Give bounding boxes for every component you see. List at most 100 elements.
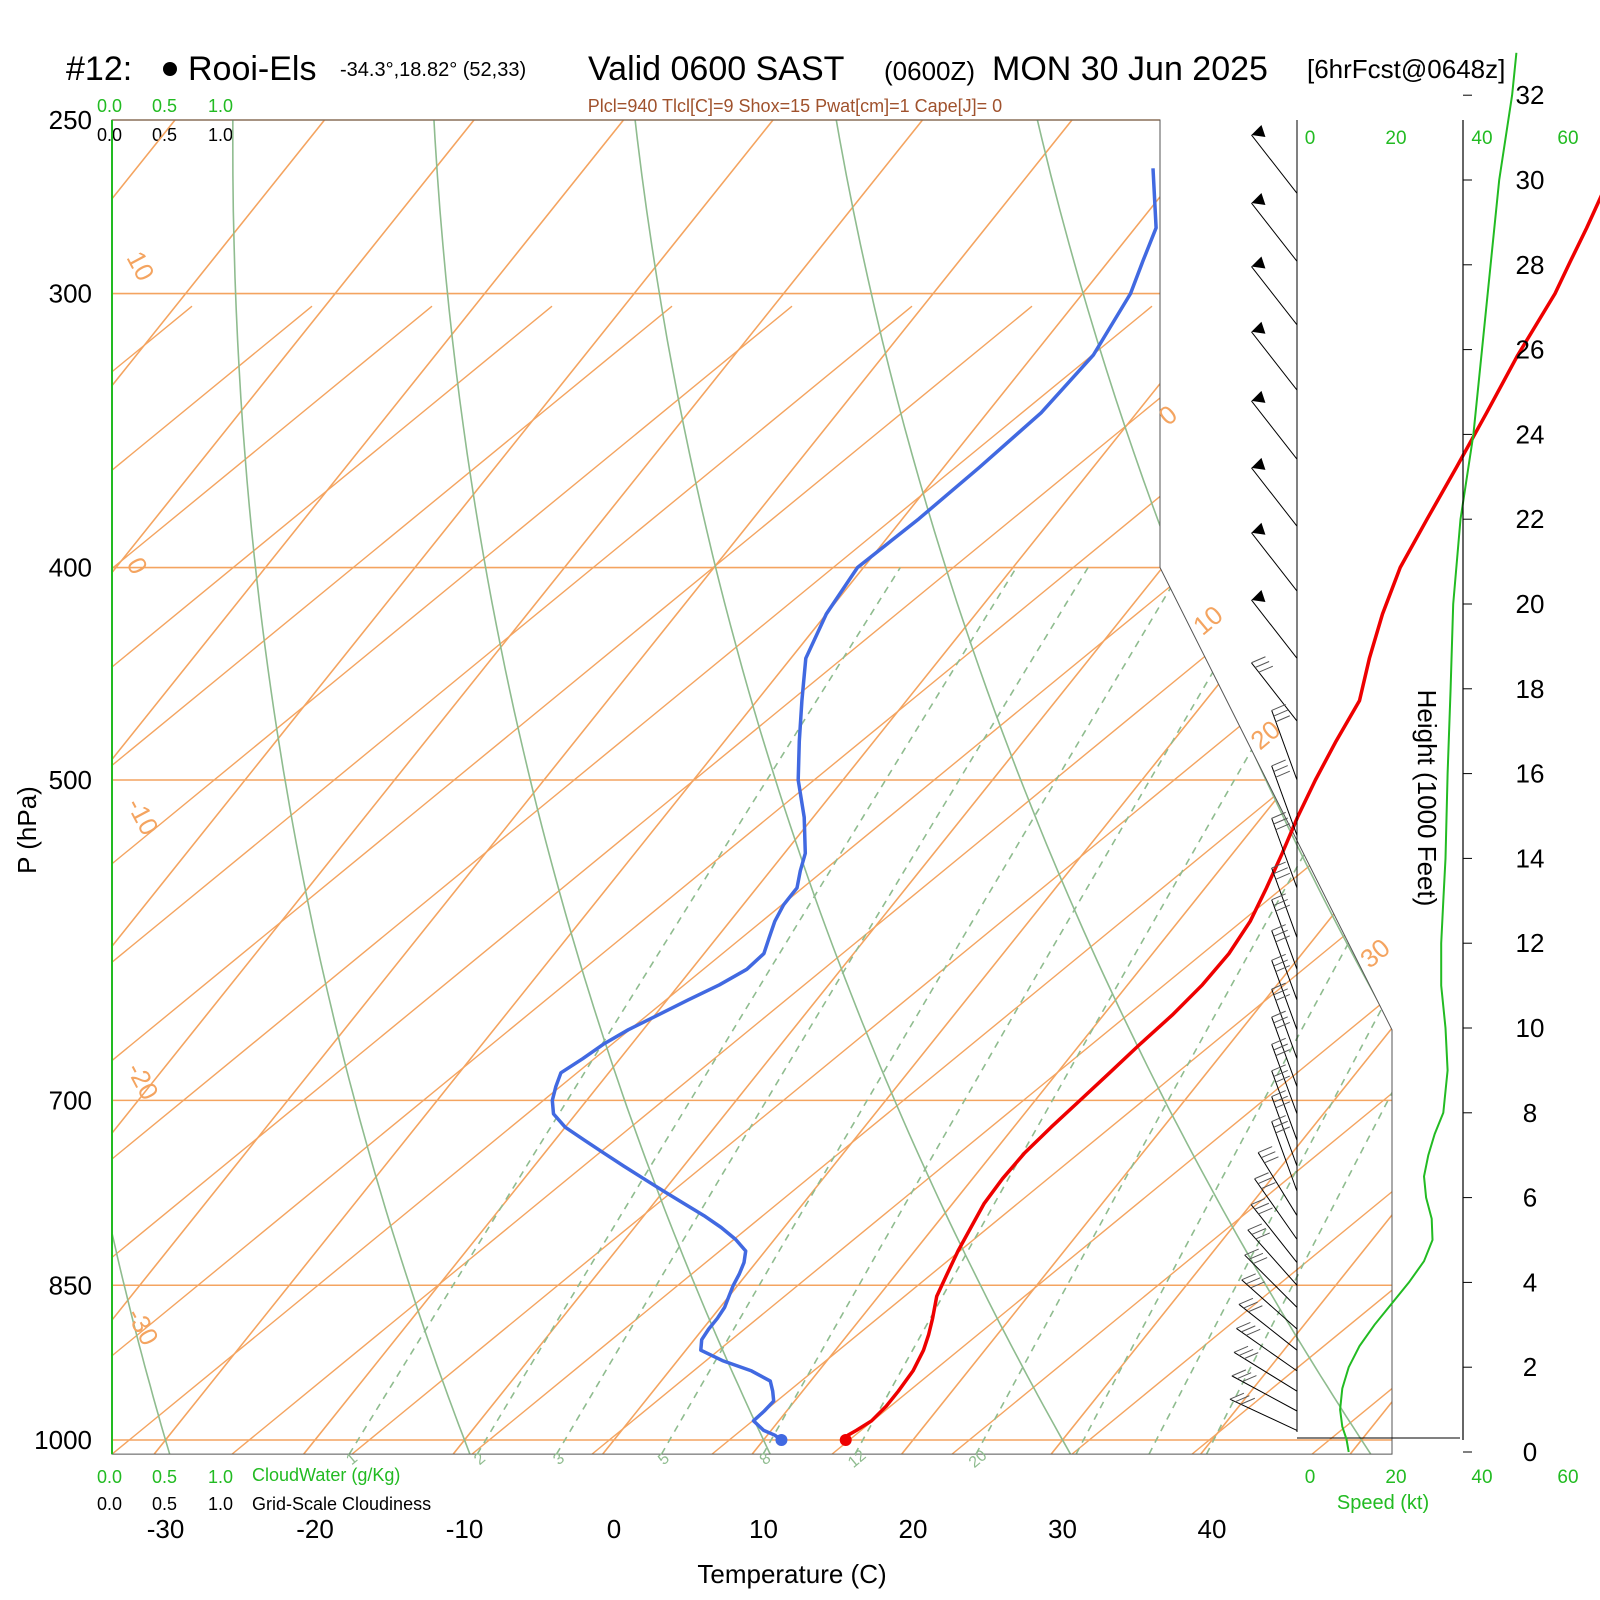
mixing-ratio-labels: 1 2 3 5 8 12 20: [343, 1447, 990, 1472]
mixing-ratio-label: 5: [655, 1450, 673, 1469]
temperature-tick-label: -30: [147, 1514, 185, 1544]
height-tick-label: 6: [1523, 1183, 1537, 1213]
isentrope-line: [351, 305, 1392, 1455]
pressure-axis: 250 300 400 500 700 850 1000: [34, 105, 92, 1455]
wind-barb-staff: [1247, 1229, 1298, 1286]
wind-barb-flag: [1273, 765, 1288, 773]
wind-barb-pennant: [1251, 321, 1266, 334]
isotherm-line: [1349, 120, 1392, 1455]
wind-barb-flag: [1258, 665, 1274, 673]
speed-tick-label-bottom: 0: [1305, 1467, 1316, 1488]
wind-barb-staff: [1251, 202, 1298, 262]
height-tick-label: 26: [1516, 335, 1545, 365]
dewpoint-profile: [550, 168, 1158, 1442]
isotherm-line: [112, 120, 426, 1455]
height-tick-label: 20: [1516, 589, 1545, 619]
wind-barb-flag: [1231, 1369, 1247, 1377]
wind-barb: [1271, 893, 1298, 970]
isentrope-line: [1071, 305, 1392, 1455]
wind-barb-pennant: [1251, 390, 1266, 403]
temperature-tick-label: 30: [1048, 1514, 1077, 1544]
wind-barb-flag: [1273, 1069, 1288, 1077]
wind-barb-staff: [1238, 1303, 1298, 1351]
isentrope-line: [112, 305, 313, 1455]
wind-barb-staff: [1271, 867, 1298, 938]
isotherm-label: 10: [121, 246, 161, 286]
wind-barb: [1251, 321, 1298, 391]
zulu-time: (0600Z): [884, 56, 975, 86]
height-axis-label: Height (1000 Feet): [1412, 690, 1442, 907]
isentrope-line: [112, 305, 913, 1455]
wind-barb-flag: [1251, 1227, 1266, 1235]
pressure-tick-label: 400: [49, 553, 92, 583]
wind-speed-profile: [1339, 52, 1518, 1453]
header: #12: Rooi-Els -34.3°,18.82° (52,33) Vali…: [66, 50, 1505, 116]
height-tick-label: 28: [1516, 250, 1545, 280]
wind-barb-flag: [1271, 1090, 1286, 1097]
wind-barb: [1247, 1223, 1298, 1286]
dry-adiabat-line: [832, 120, 1372, 1455]
wind-barb-flag: [1273, 898, 1288, 906]
cloudwater-bottom-tick: 0.0: [97, 1467, 122, 1487]
cloudwater-top-tick: 0.5: [152, 96, 177, 116]
cloud-scale-bottom: 0.0 0.5 1.0 CloudWater (g/Kg) 0.0 0.5 1.…: [97, 1465, 431, 1514]
wind-barb-staff: [1271, 1070, 1298, 1141]
wind-barb: [1251, 589, 1298, 659]
wind-barb: [1244, 1248, 1298, 1308]
wind-barb-flag: [1235, 1395, 1250, 1403]
wind-barb: [1254, 1172, 1298, 1240]
pressure-tick-label: 850: [49, 1270, 92, 1300]
station-name: Rooi-Els: [188, 50, 316, 88]
pressure-tick-label: 700: [49, 1085, 92, 1115]
wind-barb-flag: [1236, 1372, 1252, 1380]
cloudiness-top-tick: 1.0: [208, 125, 233, 145]
isotherm-line: [452, 120, 1392, 1455]
wind-barb-flag: [1255, 1232, 1270, 1240]
wind-barb-flag: [1271, 704, 1286, 711]
wind-barb-flag: [1250, 1281, 1265, 1289]
isentrope-line: [112, 305, 1153, 1455]
speed-tick-label-bottom: 20: [1385, 1467, 1406, 1488]
station-id: #12:: [66, 50, 132, 88]
isotherm-line: [112, 120, 725, 1455]
pressure-tick-label: 250: [49, 105, 92, 135]
speed-axis-label: Speed (kt): [1337, 1492, 1429, 1514]
wind-barb-flag: [1275, 904, 1290, 912]
wind-barb: [1271, 1115, 1298, 1192]
isentrope-line: [1552, 306, 1600, 1454]
mixing-ratio-label: 20: [966, 1447, 991, 1472]
wind-barb-flag: [1246, 1277, 1261, 1285]
cloudiness-label: Grid-Scale Cloudiness: [252, 1494, 431, 1514]
wind-barb-flag: [1273, 988, 1288, 996]
isotherms: [112, 120, 1600, 1455]
wind-barb-flag: [1275, 823, 1290, 831]
wind-barb: [1233, 1345, 1298, 1392]
wind-barb-flag: [1271, 861, 1286, 869]
wind-barb: [1271, 704, 1298, 781]
speed-tick-label-bottom: 60: [1557, 1467, 1578, 1488]
wind-barb: [1251, 522, 1298, 592]
wind-barb-flag: [1271, 759, 1286, 767]
wind-barb-flag: [1275, 1049, 1290, 1057]
isentrope-line: [112, 305, 1392, 1455]
mixing-ratio-line: [476, 567, 1018, 1455]
temperature-tick-label: -10: [446, 1514, 484, 1544]
pressure-tick-label: 1000: [34, 1425, 92, 1455]
wind-barb-flag: [1271, 1115, 1286, 1123]
height-tick-label: 16: [1516, 759, 1545, 789]
wind-barb-staff: [1271, 1044, 1298, 1115]
stability-indices: Plcl=940 Tlcl[C]=9 Shox=15 Pwat[cm]=1 Ca…: [588, 96, 1002, 116]
wind-barb-pennant: [1251, 124, 1266, 137]
wind-barb-pennant: [1251, 193, 1266, 206]
wind-barb-flag: [1271, 1010, 1286, 1018]
cloud-scale-top: 0.0 0.5 1.0 0.0 0.5 1.0: [97, 96, 233, 145]
isentrope-line: [112, 305, 1033, 1455]
cloudiness-bottom-tick: 0.5: [152, 1494, 177, 1514]
isentrope-line: [112, 305, 433, 1455]
wind-barb: [1271, 982, 1298, 1059]
isentrope-line: [951, 305, 1392, 1455]
height-tick-label: 4: [1523, 1267, 1537, 1297]
wind-barb-flag: [1254, 1172, 1269, 1180]
